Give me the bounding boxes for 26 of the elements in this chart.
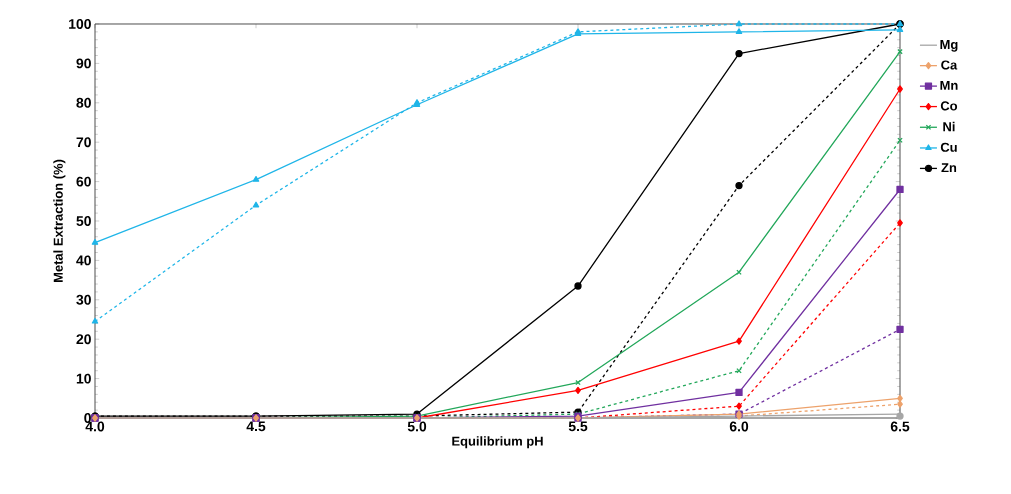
y-tick-label: 60 [76,176,91,187]
x-tick-label: 6.0 [729,421,749,432]
y-tick-label: 0 [84,413,91,423]
y-axis-title: Metal Extraction (%) [53,159,66,283]
y-tick-label: 40 [76,255,91,266]
x-tick-label: 5.0 [407,421,427,432]
x-tick-label: 4.0 [85,421,105,432]
y-tick-label: 90 [76,58,91,69]
y-tick-label: 20 [76,334,91,345]
y-tick-label: 100 [69,19,91,29]
legend-label: Ca [941,60,958,70]
legend-label: Zn [941,163,957,173]
legend-label: Mg [940,40,958,52]
y-tick-label: 10 [76,373,91,384]
y-tick-label: 30 [76,294,91,305]
legend-label: Mn [940,80,958,90]
x-tick-label: 4.5 [246,421,266,432]
y-tick-label: 80 [76,97,91,108]
legend-label: Co [940,101,958,111]
x-tick-label: 6.5 [890,421,910,432]
y-tick-label: 50 [76,216,91,226]
legend-label: Cu [940,142,957,152]
x-tick-label: 5.5 [568,421,588,432]
y-tick-label: 70 [76,137,91,148]
legend-label: Ni [943,121,955,132]
x-axis-title: Equilibrium pH [452,436,543,449]
